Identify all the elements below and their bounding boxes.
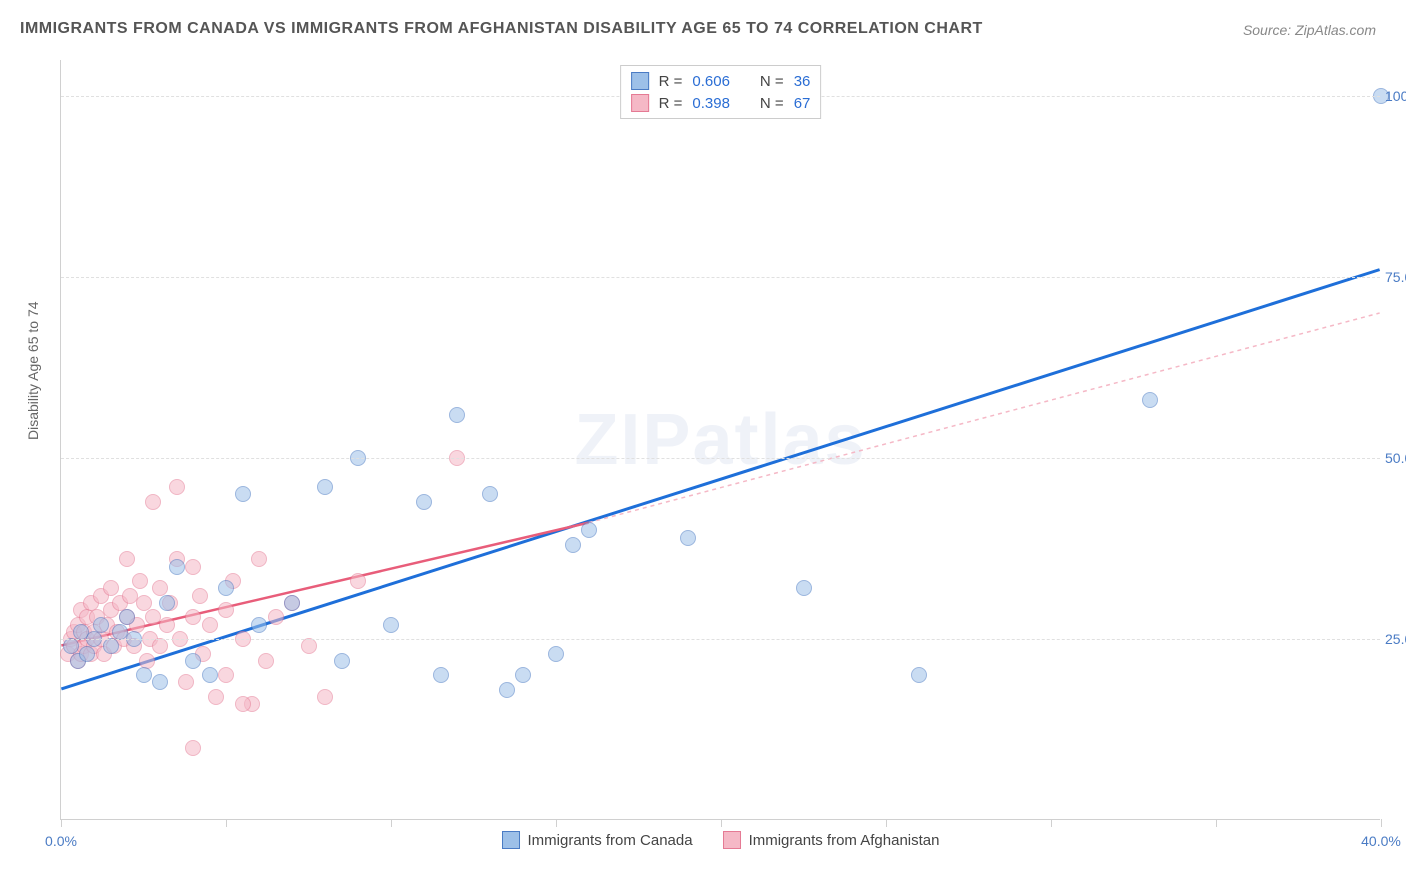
legend-item: Immigrants from Afghanistan — [723, 831, 940, 849]
scatter-point — [152, 674, 168, 690]
source-attribution: Source: ZipAtlas.com — [1243, 22, 1376, 38]
scatter-point — [235, 486, 251, 502]
scatter-point — [169, 559, 185, 575]
y-tick-label: 25.0% — [1385, 631, 1406, 647]
x-tick-label: 0.0% — [45, 833, 77, 849]
scatter-point — [185, 609, 201, 625]
scatter-point — [152, 638, 168, 654]
x-tick — [1381, 819, 1382, 827]
scatter-point — [202, 667, 218, 683]
trend-line-extrapolated — [589, 313, 1380, 523]
scatter-point — [218, 602, 234, 618]
x-tick — [721, 819, 722, 827]
x-minor-tick — [1216, 819, 1217, 827]
scatter-point — [548, 646, 564, 662]
scatter-point — [185, 740, 201, 756]
y-axis-label: Disability Age 65 to 74 — [25, 301, 41, 440]
scatter-point — [103, 580, 119, 596]
bottom-legend: Immigrants from Canada Immigrants from Af… — [502, 831, 940, 849]
scatter-point — [132, 573, 148, 589]
y-tick-label: 50.0% — [1385, 450, 1406, 466]
scatter-point — [317, 689, 333, 705]
scatter-point — [284, 595, 300, 611]
legend-swatch — [723, 831, 741, 849]
scatter-point — [251, 617, 267, 633]
scatter-point — [93, 617, 109, 633]
scatter-point — [159, 617, 175, 633]
scatter-point — [1142, 392, 1158, 408]
n-value: 67 — [794, 95, 811, 112]
scatter-point — [235, 696, 251, 712]
x-tick-label: 40.0% — [1361, 833, 1401, 849]
scatter-point — [208, 689, 224, 705]
scatter-point — [79, 646, 95, 662]
scatter-point — [202, 617, 218, 633]
scatter-point — [136, 667, 152, 683]
scatter-point — [258, 653, 274, 669]
x-tick — [1051, 819, 1052, 827]
x-minor-tick — [556, 819, 557, 827]
r-value: 0.398 — [692, 95, 730, 112]
scatter-point — [796, 580, 812, 596]
scatter-point — [159, 595, 175, 611]
scatter-point — [433, 667, 449, 683]
scatter-point — [136, 595, 152, 611]
scatter-point — [482, 486, 498, 502]
stats-legend-box: R = 0.606 N = 36 R = 0.398 N = 67 — [620, 65, 822, 119]
r-label: R = — [659, 73, 683, 90]
scatter-point — [185, 559, 201, 575]
scatter-point — [169, 479, 185, 495]
scatter-point — [178, 674, 194, 690]
y-tick-label: 75.0% — [1385, 269, 1406, 285]
plot-area: ZIPatlas R =0.606N =36R =0.398N =67 Immi… — [60, 60, 1380, 820]
scatter-point — [119, 551, 135, 567]
scatter-point — [251, 551, 267, 567]
scatter-point — [499, 682, 515, 698]
scatter-point — [680, 530, 696, 546]
stats-legend-row: R = 0.606 N = 36 — [631, 70, 811, 92]
scatter-point — [317, 479, 333, 495]
legend-swatch — [631, 72, 649, 90]
n-label: N = — [760, 73, 784, 90]
scatter-point — [515, 667, 531, 683]
scatter-point — [268, 609, 284, 625]
grid-line — [61, 277, 1380, 278]
x-minor-tick — [226, 819, 227, 827]
scatter-point — [911, 667, 927, 683]
scatter-point — [119, 609, 135, 625]
scatter-point — [581, 522, 597, 538]
n-label: N = — [760, 95, 784, 112]
grid-line — [61, 458, 1380, 459]
scatter-point — [449, 407, 465, 423]
scatter-point — [145, 494, 161, 510]
scatter-point — [383, 617, 399, 633]
scatter-point — [334, 653, 350, 669]
x-tick — [61, 819, 62, 827]
chart-title: IMMIGRANTS FROM CANADA VS IMMIGRANTS FRO… — [20, 20, 983, 38]
r-label: R = — [659, 95, 683, 112]
legend-label: Immigrants from Canada — [528, 832, 693, 849]
r-value: 0.606 — [692, 73, 730, 90]
x-tick — [391, 819, 392, 827]
scatter-point — [218, 580, 234, 596]
scatter-point — [185, 653, 201, 669]
legend-label: Immigrants from Afghanistan — [749, 832, 940, 849]
scatter-point — [350, 573, 366, 589]
legend-item: Immigrants from Canada — [502, 831, 693, 849]
y-tick-label: 100.0% — [1385, 88, 1406, 104]
legend-swatch — [502, 831, 520, 849]
legend-swatch — [631, 94, 649, 112]
grid-line — [61, 639, 1380, 640]
scatter-point — [218, 667, 234, 683]
scatter-point — [416, 494, 432, 510]
n-value: 36 — [794, 73, 811, 90]
scatter-point — [192, 588, 208, 604]
stats-legend-row: R = 0.398 N = 67 — [631, 92, 811, 114]
scatter-point — [103, 638, 119, 654]
x-minor-tick — [886, 819, 887, 827]
scatter-point — [301, 638, 317, 654]
scatter-point — [565, 537, 581, 553]
